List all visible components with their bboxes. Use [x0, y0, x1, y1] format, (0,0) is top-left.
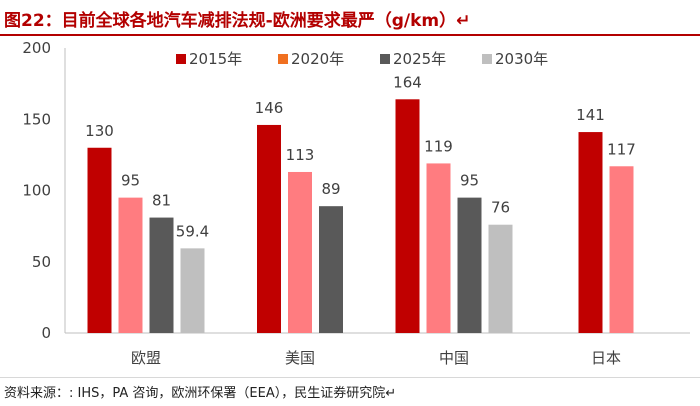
legend-swatch	[482, 54, 492, 64]
data-label: 95	[460, 172, 479, 190]
chart-bars	[87, 99, 634, 333]
data-label: 81	[152, 192, 171, 210]
data-label: 113	[286, 146, 315, 164]
figure-title: 图22：目前全球各地汽车减排法规-欧洲要求最严（g/km）↵	[4, 11, 471, 31]
x-tick-label: 日本	[591, 349, 621, 367]
x-tick-label: 中国	[439, 349, 469, 367]
bar	[149, 217, 174, 333]
data-label: 89	[321, 180, 340, 198]
legend-swatch	[176, 54, 186, 64]
legend-swatch	[380, 54, 390, 64]
bar-chart: 0 50 100 150 200 欧盟 美国 中国 日本 130 95 81 59.4 146 113 89…	[22, 39, 690, 367]
y-tick-label: 100	[22, 182, 51, 200]
x-tick-label: 美国	[285, 349, 315, 367]
bar	[118, 197, 143, 333]
bar	[457, 197, 482, 333]
chart-legend: 2015年 2020年 2025年 2030年	[176, 50, 548, 68]
x-tick-label: 欧盟	[131, 349, 161, 367]
legend-label: 2020年	[291, 50, 344, 68]
bar	[395, 99, 420, 333]
y-tick-label: 50	[32, 253, 51, 271]
bar	[180, 248, 205, 333]
bar	[488, 224, 513, 333]
data-label: 119	[424, 137, 453, 155]
legend-label: 2015年	[189, 50, 242, 68]
data-label: 76	[491, 199, 510, 217]
data-label: 141	[576, 106, 605, 124]
bar	[257, 124, 281, 333]
bar	[578, 132, 603, 333]
data-label: 130	[85, 122, 114, 140]
bar	[319, 206, 343, 333]
bar	[609, 166, 634, 333]
source-note: 资料来源：: IHS，PA 咨询，欧洲环保署（EEA），民生证券研究院↵	[4, 386, 397, 401]
data-label: 146	[255, 99, 284, 117]
data-label: 59.4	[176, 222, 209, 240]
y-tick-label: 200	[22, 39, 51, 57]
data-label: 95	[121, 172, 140, 190]
data-label: 164	[393, 73, 422, 91]
legend-label: 2030年	[495, 50, 548, 68]
legend-label: 2025年	[393, 50, 446, 68]
y-tick-label: 150	[22, 110, 51, 128]
bar	[426, 163, 451, 333]
bar	[288, 171, 312, 333]
chart-axes: 0 50 100 150 200 欧盟 美国 中国 日本	[22, 39, 690, 367]
bar	[87, 147, 112, 333]
bottom-rule	[0, 377, 700, 378]
data-label: 117	[607, 140, 636, 158]
y-tick-label: 0	[41, 324, 51, 342]
title-bar: 图22：目前全球各地汽车减排法规-欧洲要求最严（g/km）↵	[0, 0, 700, 36]
legend-swatch	[278, 54, 288, 64]
